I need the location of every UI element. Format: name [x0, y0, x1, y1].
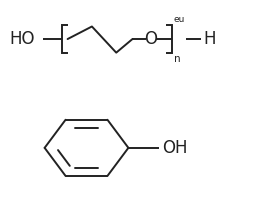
- Text: H: H: [203, 30, 216, 48]
- Text: n: n: [174, 54, 180, 64]
- Text: HO: HO: [10, 30, 35, 48]
- Text: O: O: [144, 30, 157, 48]
- Text: eu: eu: [174, 15, 185, 24]
- Text: OH: OH: [162, 139, 188, 157]
